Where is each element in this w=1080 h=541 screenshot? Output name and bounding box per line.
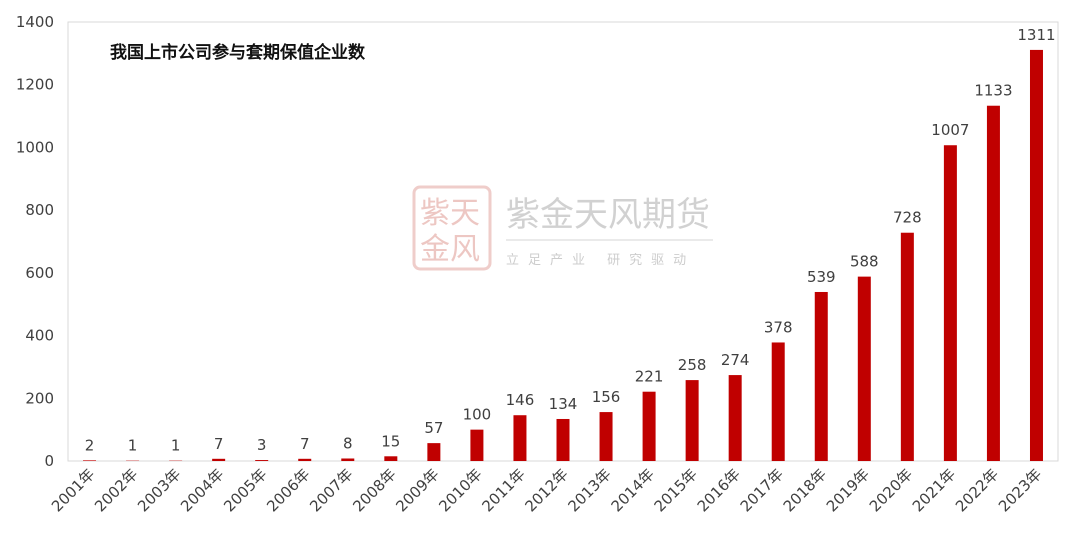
x-tick-label: 2014年 [608,465,658,515]
y-tick-label: 1400 [16,13,54,31]
bar [857,276,871,461]
x-tick-label: 2003年 [134,465,184,515]
bar [986,105,1000,461]
x-tick-label: 2001年 [48,465,98,515]
data-label: 539 [807,268,836,286]
y-tick-label: 600 [25,264,54,282]
watermark-seal-text-top: 紫天 [420,196,480,231]
x-tick-label: 2018年 [780,465,830,515]
data-label: 3 [257,436,267,454]
data-label: 100 [463,406,492,424]
bar [685,380,699,461]
bar [814,291,828,461]
watermark-seal: 紫天 金风 [412,185,492,271]
data-label: 134 [549,395,578,413]
bar [1029,49,1043,461]
bar [298,458,312,461]
data-label: 274 [721,351,750,369]
x-tick-label: 2019年 [823,465,873,515]
bar [513,415,527,461]
watermark-slogan: 立足产业 研究驱动 [506,253,695,268]
x-tick-label: 2017年 [737,465,787,515]
watermark-company-name: 紫金天风期货 [506,195,710,235]
y-tick-label: 200 [25,389,54,407]
data-label: 1 [171,437,181,455]
bar [943,145,957,461]
x-tick-label: 2010年 [435,465,485,515]
x-tick-label: 2008年 [349,465,399,515]
data-label: 1007 [931,121,969,139]
bar [341,458,355,461]
data-label: 1 [128,437,138,455]
x-tick-label: 2023年 [995,465,1045,515]
x-tick-label: 2006年 [263,465,313,515]
y-tick-label: 400 [25,327,54,345]
data-label: 57 [424,419,443,437]
watermark-seal-text-bottom: 金风 [420,232,480,267]
data-label: 2 [85,436,95,454]
bar [212,458,226,461]
data-label: 8 [343,434,353,452]
watermark: 紫天 金风 紫金天风期货 立足产业 研究驱动 [412,185,713,271]
bar [384,456,398,461]
bar [900,232,914,461]
data-label: 15 [381,432,400,450]
x-tick-label: 2002年 [91,465,141,515]
data-label: 588 [850,253,879,271]
data-label: 156 [592,388,621,406]
data-label: 1311 [1017,26,1055,44]
bar [728,375,742,461]
x-tick-label: 2013年 [565,465,615,515]
y-tick-label: 800 [25,201,54,219]
y-tick-label: 1000 [16,138,54,156]
x-tick-label: 2004年 [177,465,227,515]
bar [556,418,570,461]
x-tick-label: 2007年 [306,465,356,515]
x-tick-label: 2009年 [392,465,442,515]
x-tick-label: 2022年 [952,465,1002,515]
data-label: 1133 [974,82,1012,100]
bar [255,460,269,461]
data-label: 728 [893,209,922,227]
x-tick-label: 2021年 [909,465,959,515]
data-label: 378 [764,318,793,336]
bar [771,342,785,461]
data-label: 221 [635,368,664,386]
x-tick-label: 2016年 [694,465,744,515]
x-tick-label: 2015年 [651,465,701,515]
y-tick-label: 0 [44,452,54,470]
bar [470,429,484,461]
x-tick-label: 2011年 [478,465,528,515]
x-tick-label: 2012年 [521,465,571,515]
data-label: 146 [506,391,535,409]
data-label: 258 [678,356,707,374]
x-tick-label: 2020年 [866,465,916,515]
watermark-seal-frame [412,185,492,271]
bar [427,443,441,461]
data-label: 7 [214,435,224,453]
x-tick-label: 2005年 [220,465,270,515]
y-tick-label: 1200 [16,76,54,94]
bar [642,391,656,461]
bar [599,412,613,461]
data-label: 7 [300,435,310,453]
chart-title: 我国上市公司参与套期保值企业数 [110,42,366,63]
bar [83,460,97,461]
